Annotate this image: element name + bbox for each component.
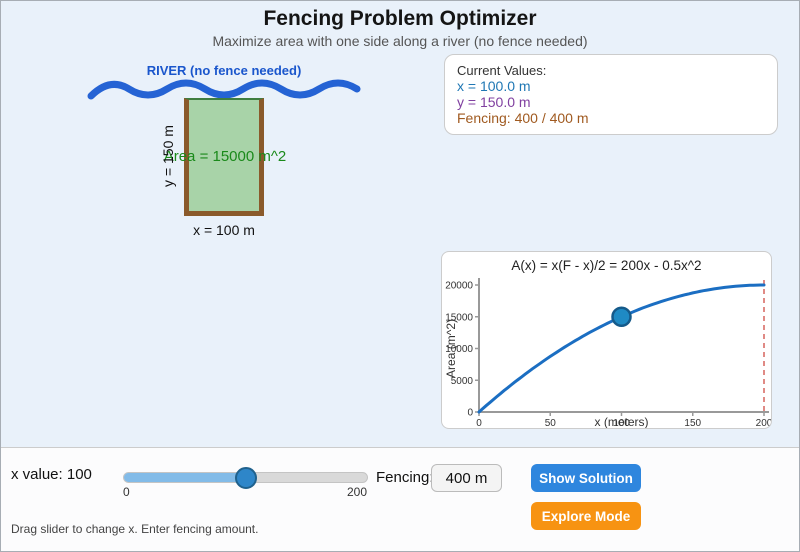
y-dimension-label: y = 150 m: [160, 125, 176, 187]
chart-x-axis-title: x (meters): [595, 415, 649, 428]
y-tick-label: 0: [467, 408, 473, 419]
hint-text: Drag slider to change x. Enter fencing a…: [11, 522, 259, 536]
page-subtitle: Maximize area with one side along a rive…: [212, 33, 588, 49]
current-values-heading: Current Values:: [457, 63, 547, 78]
show-solution-button[interactable]: Show Solution: [531, 464, 641, 492]
current-values-panel: Current Values: x = 100.0 m y = 150.0 m …: [444, 54, 778, 135]
area-chart-svg: 0 50 100 150 200 0 5000 10000 15000 20000 x (meter…: [444, 278, 771, 428]
slider-max-label: 200: [346, 485, 367, 499]
area-chart-panel: 0 50 100 150 200 0 5000 10000 15000 20000 x (meter…: [441, 251, 772, 429]
controls-bar: x value: 100 0 200 Fencing: Show Solutio…: [1, 447, 799, 551]
chart-y-axis-title: Area (m^2): [444, 319, 458, 378]
area-curve: [477, 283, 766, 414]
x-value-label: x value: 100: [11, 466, 92, 483]
x-tick-label: 0: [476, 418, 482, 428]
river-wave-icon: [87, 79, 361, 100]
x-tick-label: 50: [545, 418, 557, 428]
y-tick-label: 20000: [445, 281, 473, 292]
fenced-field: [184, 98, 264, 216]
current-x-value: x = 100.0 m: [457, 78, 531, 94]
chart-title: A(x) = x(F - x)/2 = 200x - 0.5x^2: [511, 258, 702, 273]
river-label: RIVER (no fence needed): [146, 63, 302, 78]
current-y-value: y = 150.0 m: [457, 94, 531, 110]
area-label: Area = 15000 m^2: [163, 148, 287, 165]
x-tick-label: 150: [684, 418, 701, 428]
slider-thumb[interactable]: [234, 466, 257, 489]
y-tick-label: 5000: [451, 376, 474, 387]
x-tick-label: 100: [613, 418, 630, 428]
x-slider-track[interactable]: [123, 466, 368, 489]
current-point-marker[interactable]: [611, 306, 632, 327]
page-title: Fencing Problem Optimizer: [263, 7, 537, 30]
x-dimension-label: x = 100 m: [193, 222, 255, 238]
x-tick-label: 200: [756, 418, 771, 428]
slider-fill: [124, 473, 246, 482]
current-fencing-value: Fencing: 400 / 400 m: [457, 110, 589, 126]
y-tick-label: 10000: [445, 344, 473, 355]
slider-min-label: 0: [123, 485, 130, 499]
fencing-input[interactable]: [431, 464, 502, 492]
y-tick-label: 15000: [445, 312, 473, 323]
explore-mode-button[interactable]: Explore Mode: [531, 502, 641, 530]
fencing-label: Fencing:: [376, 469, 434, 486]
